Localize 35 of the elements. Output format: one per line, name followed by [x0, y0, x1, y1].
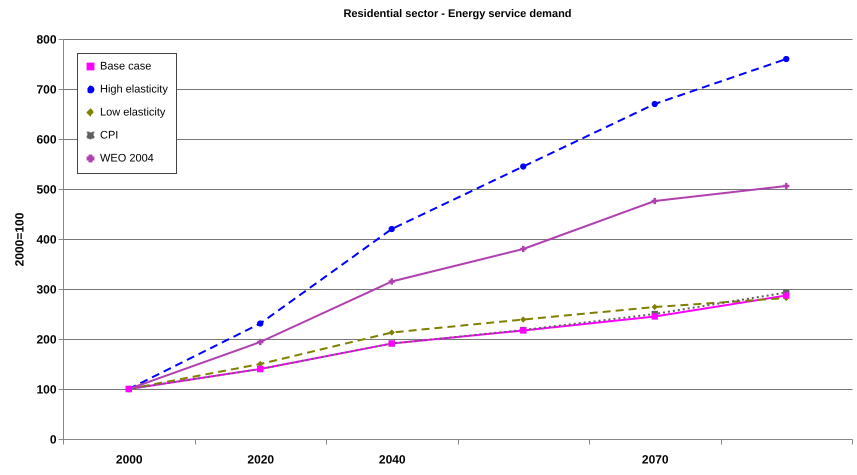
point [257, 338, 264, 346]
y-tick-label: 500 [36, 182, 57, 196]
point [783, 56, 790, 62]
point [783, 292, 790, 299]
legend-label: CPI [100, 130, 118, 142]
y-tick-label: 100 [36, 382, 57, 396]
y-tick-label: 200 [36, 332, 57, 346]
y-tick-label: 400 [36, 232, 57, 246]
y-tick-label: 300 [36, 282, 57, 296]
point [257, 320, 264, 327]
y-tick-label: 700 [36, 82, 57, 96]
point [388, 226, 395, 232]
point [652, 100, 658, 108]
x-tick-label: 2020 [247, 452, 274, 466]
legend-label: WEO 2004 [100, 152, 154, 164]
y-axis-title: 2000=100 [12, 212, 26, 266]
point [388, 329, 395, 336]
y-tick-label: 600 [36, 132, 57, 146]
point [520, 316, 526, 323]
legend-label: High elasticity [100, 84, 168, 96]
legend-label: Low elasticity [100, 106, 166, 118]
legend-label: Base case [100, 60, 152, 72]
point [783, 182, 790, 190]
point [652, 198, 658, 204]
x-tick-label: 2000 [116, 452, 143, 466]
point [388, 278, 395, 285]
chart-title: Residential sector - Energy service demand [343, 8, 572, 20]
point [652, 313, 658, 320]
y-tick-label: 800 [36, 32, 57, 46]
point [520, 246, 526, 252]
x-tick-label: 2070 [642, 452, 669, 466]
point [652, 304, 658, 310]
y-tick-label: 0 [50, 432, 57, 446]
point [520, 163, 526, 170]
x-tick-label: 2040 [378, 452, 406, 466]
